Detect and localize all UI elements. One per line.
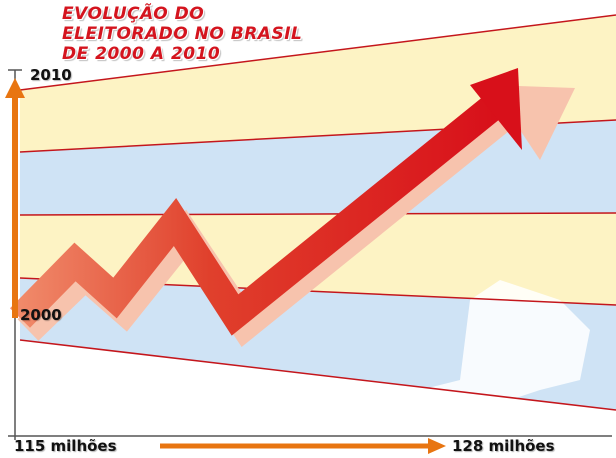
title-line: EVOLUÇÃO DO (62, 4, 205, 24)
x-tick-label-start: 115 milhões (14, 437, 117, 455)
y-tick-label-2010: 2010 (30, 66, 72, 84)
trend-arrowhead (470, 68, 522, 150)
background-shadow (30, 280, 590, 430)
title-line: ELEITORADO NO BRASIL (62, 24, 303, 44)
y-axis-arrowhead (5, 78, 25, 98)
trend-arrow (10, 94, 504, 336)
y-tick-label-2000: 2000 (20, 306, 62, 324)
title-line: DE 2000 A 2010 (62, 44, 221, 64)
chart-title: EVOLUÇÃO DO ELEITORADO NO BRASIL DE 2000… (62, 4, 302, 64)
x-tick-label-end: 128 milhões (452, 437, 555, 455)
trend-arrow-shadow (17, 103, 515, 347)
x-axis-arrowhead (428, 438, 446, 454)
grid-lines (19, 14, 616, 411)
